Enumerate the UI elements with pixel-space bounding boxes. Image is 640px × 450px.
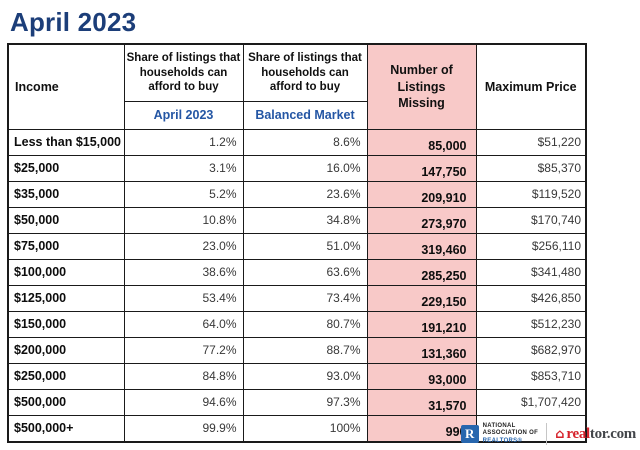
col-header-share-balanced-group: Share of listings that households can af… [242, 43, 368, 102]
listings-missing-cell: 93,000 [366, 362, 477, 390]
realtor-logo-red-part: real [566, 425, 590, 442]
share-balanced-cell: 23.6% [242, 180, 368, 208]
share-balanced-cell: 8.6% [242, 128, 368, 156]
listings-missing-cell: 319,460 [366, 232, 477, 260]
share-april-cell: 38.6% [123, 258, 244, 286]
nar-line-association: ASSOCIATION OF [482, 430, 539, 437]
maximum-price-cell: $119,520 [475, 180, 587, 208]
listings-missing-cell: 147,750 [366, 154, 477, 182]
listings-missing-cell: 209,910 [366, 180, 477, 208]
nar-line-national: NATIONAL [482, 423, 516, 430]
nar-r-icon: R [460, 425, 479, 443]
col-subheader-balanced-market: Balanced Market [242, 100, 368, 130]
income-cell: $250,000 [7, 362, 125, 390]
listings-missing-cell: 31,570 [366, 388, 477, 416]
listings-missing-cell: 285,250 [366, 258, 477, 286]
income-cell: Less than $15,000 [7, 128, 125, 156]
income-cell: $35,000 [7, 180, 125, 208]
share-balanced-cell: 34.8% [242, 206, 368, 234]
table-body: Less than $15,000 1.2% 8.6% 85,000 $51,220 $2… [7, 128, 587, 442]
col-header-maximum-price: Maximum Price [475, 43, 587, 130]
listings-missing-cell: 990 [366, 414, 477, 442]
share-april-cell: 1.2% [123, 128, 244, 156]
maximum-price-cell: $853,710 [475, 362, 587, 390]
col-header-income: Income [7, 43, 125, 130]
col-header-share-april-group: Share of listings that households can af… [123, 43, 244, 102]
maximum-price-cell: $426,850 [475, 284, 587, 312]
nar-r-glyph: R [464, 426, 475, 441]
income-cell: $100,000 [7, 258, 125, 286]
share-balanced-cell: 16.0% [242, 154, 368, 182]
maximum-price-cell: $170,740 [475, 206, 587, 234]
share-balanced-cell: 100% [242, 414, 368, 442]
share-april-cell: 10.8% [123, 206, 244, 234]
income-cell: $75,000 [7, 232, 125, 260]
affordability-table: Income Share of listings that households… [7, 43, 587, 443]
listings-missing-cell: 85,000 [366, 128, 477, 156]
realtor-logo-text: realtor.com [566, 426, 636, 443]
maximum-price-cell: $341,480 [475, 258, 587, 286]
table-row: Less than $15,000 1.2% 8.6% 85,000 $51,220 [7, 128, 587, 156]
share-april-cell: 94.6% [123, 388, 244, 416]
page-title: April 2023 [10, 7, 137, 37]
nar-line-realtors: REALTORS® [482, 437, 523, 444]
table-row: $150,000 64.0% 80.7% 191,210 $512,230 [7, 310, 587, 338]
share-balanced-cell: 93.0% [242, 362, 368, 390]
maximum-price-cell: $85,370 [475, 154, 587, 182]
income-cell: $50,000 [7, 206, 125, 234]
income-cell: $500,000+ [7, 414, 125, 442]
maximum-price-cell [475, 414, 587, 442]
share-balanced-cell: 80.7% [242, 310, 368, 338]
share-april-cell: 84.8% [123, 362, 244, 390]
listings-missing-cell: 229,150 [366, 284, 477, 312]
share-balanced-cell: 63.6% [242, 258, 368, 286]
nar-logo: R NATIONAL ASSOCIATION OF REALTORS® [460, 423, 538, 445]
table-row: $500,000+ 99.9% 100% 990 [7, 414, 587, 442]
logo-divider [546, 423, 548, 445]
income-cell: $500,000 [7, 388, 125, 416]
income-cell: $200,000 [7, 336, 125, 364]
col-header-listings-missing: Number of Listings Missing [366, 43, 477, 130]
income-cell: $25,000 [7, 154, 125, 182]
footer-logos: R NATIONAL ASSOCIATION OF REALTORS® ⌂ re… [460, 420, 636, 448]
nar-logo-text: NATIONAL ASSOCIATION OF REALTORS® [483, 423, 538, 445]
share-april-cell: 23.0% [123, 232, 244, 260]
table-row: $100,000 38.6% 63.6% 285,250 $341,480 [7, 258, 587, 286]
maximum-price-cell: $682,970 [475, 336, 587, 364]
share-april-cell: 5.2% [123, 180, 244, 208]
maximum-price-cell: $51,220 [475, 128, 587, 156]
share-balanced-cell: 51.0% [242, 232, 368, 260]
share-balanced-cell: 97.3% [242, 388, 368, 416]
listings-missing-cell: 131,360 [366, 336, 477, 364]
listings-missing-cell: 273,970 [366, 206, 477, 234]
realtor-com-logo: ⌂ realtor.com [555, 426, 636, 443]
maximum-price-cell: $1,707,420 [475, 388, 587, 416]
share-april-cell: 64.0% [123, 310, 244, 338]
maximum-price-cell: $256,110 [475, 232, 587, 260]
table-row: $35,000 5.2% 23.6% 209,910 $119,520 [7, 180, 587, 208]
table-row: $500,000 94.6% 97.3% 31,570 $1,707,420 [7, 388, 587, 416]
table-row: $50,000 10.8% 34.8% 273,970 $170,740 [7, 206, 587, 234]
listings-missing-cell: 191,210 [366, 310, 477, 338]
col-subheader-april-2023: April 2023 [123, 100, 244, 130]
table-row: $125,000 53.4% 73.4% 229,150 $426,850 [7, 284, 587, 312]
share-balanced-cell: 73.4% [242, 284, 368, 312]
house-icon: ⌂ [555, 426, 565, 442]
table-row: $200,000 77.2% 88.7% 131,360 $682,970 [7, 336, 587, 364]
share-april-cell: 3.1% [123, 154, 244, 182]
share-balanced-cell: 88.7% [242, 336, 368, 364]
table-row: $75,000 23.0% 51.0% 319,460 $256,110 [7, 232, 587, 260]
share-april-cell: 53.4% [123, 284, 244, 312]
realtor-logo-dark-part: tor.com [589, 425, 636, 442]
table-row: $25,000 3.1% 16.0% 147,750 $85,370 [7, 154, 587, 182]
maximum-price-cell: $512,230 [475, 310, 587, 338]
table-header: Income Share of listings that households… [7, 43, 587, 130]
share-april-cell: 77.2% [123, 336, 244, 364]
income-cell: $150,000 [7, 310, 125, 338]
share-april-cell: 99.9% [123, 414, 244, 442]
table-row: $250,000 84.8% 93.0% 93,000 $853,710 [7, 362, 587, 390]
income-cell: $125,000 [7, 284, 125, 312]
